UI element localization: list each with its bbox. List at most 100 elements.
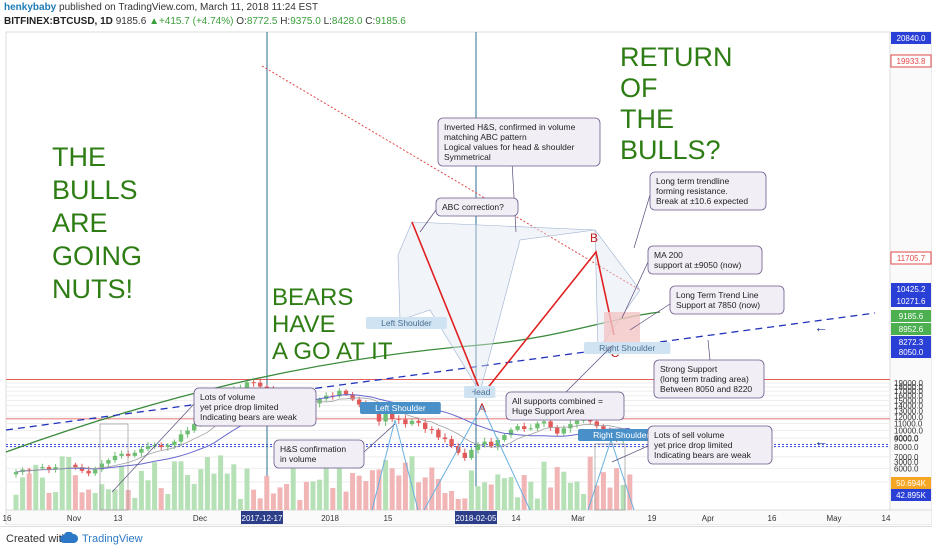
volume-bar [554, 467, 560, 510]
long-term-trendline-callout-text: Break at ±10.6 expected [656, 196, 748, 206]
volume-bar [105, 489, 111, 510]
volume-bar [627, 474, 633, 510]
time-tick-label: May [826, 514, 841, 523]
time-tick-label: 2018 [321, 514, 339, 523]
candle-body [93, 469, 98, 474]
price-tick-label: 10000.0 [894, 427, 923, 436]
axis-badge-bg [891, 346, 931, 358]
volume-bar [237, 498, 243, 510]
candle-body [475, 444, 481, 450]
volume-bar [317, 479, 323, 510]
axis-badge: 8272.3 [891, 336, 931, 348]
candle-body [423, 422, 428, 430]
volume-bar [614, 468, 620, 510]
volume-bar [561, 471, 567, 510]
time-tick-label: Mar [571, 514, 585, 523]
time-tick-label: 13 [114, 514, 123, 523]
volume-bar [20, 477, 26, 510]
abc-correction-callout: ABC correction? [419, 197, 519, 233]
candle-body [522, 426, 527, 430]
volume-bar [119, 465, 125, 510]
volume-head-triangle [423, 404, 531, 511]
axis-badge-bg [890, 54, 932, 68]
candle-body [561, 428, 566, 434]
volume-bar [53, 492, 59, 510]
candle-body [159, 445, 164, 448]
axis-badge-label: 8050.0 [899, 348, 924, 357]
volume-bar [66, 456, 72, 510]
last-price: 9185.6 [115, 16, 147, 27]
volume-highlight-box [594, 443, 626, 511]
price-tick-label: 15000.0 [894, 396, 923, 405]
volume-bar [435, 478, 441, 510]
price-chart[interactable]: 5000.06000.07000.08000.09000.010000.0110… [0, 30, 932, 525]
inverted-hs-callout-text: Symmetrical [444, 152, 491, 162]
volume-bar [310, 481, 316, 510]
pattern-label-b: B [590, 231, 598, 245]
candle-body [390, 412, 395, 419]
created-with-label: Created with [6, 533, 68, 545]
volume-bar [534, 498, 540, 510]
candle-body [46, 467, 52, 470]
candle-body [528, 428, 533, 430]
candle-body [192, 424, 197, 431]
pattern-label-a: A [478, 401, 486, 415]
candle-body [185, 430, 190, 435]
axis-badge-label: 20840.0 [897, 34, 926, 43]
tradingview-brand[interactable]: TradingView [82, 533, 143, 545]
lots-sell-volume-callout-box [647, 425, 773, 465]
volume-bar [72, 475, 78, 510]
candle-body [594, 421, 599, 427]
candle-body [244, 382, 250, 389]
abc-correction-callout-box [435, 197, 519, 217]
candle-body [442, 437, 448, 440]
candle-body [489, 441, 494, 447]
inverted-hs-callout-box [437, 117, 601, 167]
price-tick-label: 16000.0 [894, 392, 923, 401]
volume-bar [396, 475, 402, 510]
volume-bar [224, 473, 230, 510]
candle-body [482, 441, 487, 445]
candle-body [396, 418, 401, 420]
strong-support-callout-pointer [707, 339, 711, 361]
volume-bar [620, 484, 626, 510]
inverted-hs-callout: Inverted H&S, confirmed in volumematchin… [437, 117, 601, 233]
volume-bar [218, 455, 224, 510]
long-term-support-callout-box [669, 285, 785, 315]
right-shoulder-volume-tag-bg [578, 429, 665, 441]
time-tick-label: 2017-12-17 [242, 514, 283, 523]
return-bulls-text: BULLS? [620, 135, 721, 165]
lots-volume-callout-box [193, 387, 317, 427]
left-arrow-icon: ← [814, 433, 828, 449]
volume-bar [112, 489, 118, 510]
price-tick-label: 12000.0 [894, 413, 923, 422]
candle-body [508, 429, 514, 436]
chart-header: henkybaby published on TradingView.com, … [0, 0, 932, 30]
volume-bar [251, 489, 257, 510]
volume-bar [600, 472, 606, 510]
price-tick-label: 18000.0 [894, 383, 923, 392]
open-value: 8772.5 [246, 16, 278, 27]
candle-body [119, 453, 124, 456]
lots-sell-volume-callout-pointer [611, 445, 649, 463]
axis-badge: 10425.2 [891, 283, 931, 295]
tradingview-cloud-icon [60, 532, 78, 543]
candle-body [429, 429, 434, 431]
time-tick-label: 2018-02-05 [456, 514, 497, 523]
volume-bar [165, 494, 171, 510]
inverted-hs-callout-text: matching ABC pattern [444, 132, 527, 142]
axis-badge-label: 10271.6 [897, 297, 926, 306]
high-label: H: [280, 16, 291, 27]
author-name[interactable]: henkybaby [4, 2, 57, 13]
volume-bar [39, 477, 45, 510]
axis-badge: 19933.8 [890, 54, 932, 68]
strong-support-callout: Strong Support(long term trading area)Be… [653, 339, 765, 399]
volume-bar [303, 481, 309, 510]
resistance-trendline [261, 65, 641, 291]
volume-bar [26, 473, 32, 510]
return-bulls-text: THE [620, 104, 674, 134]
volume-bar [198, 469, 204, 510]
price-axis [889, 31, 932, 511]
candle-body [178, 434, 184, 442]
